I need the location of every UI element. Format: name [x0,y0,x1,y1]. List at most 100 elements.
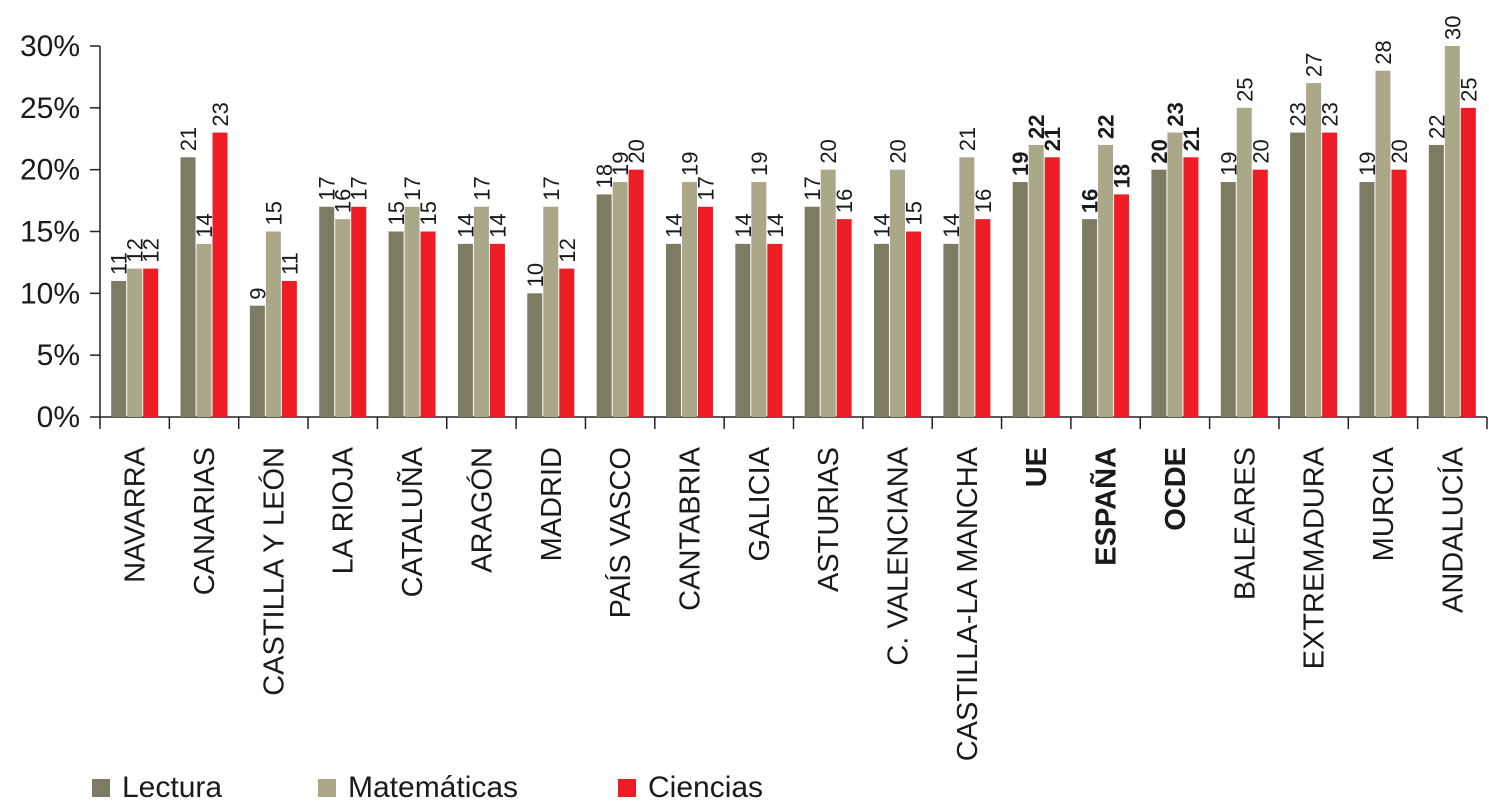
value-label: 14 [763,213,788,237]
bar-ciencias-12 [975,219,991,417]
y-axis: 0% 5% 10% 15% 20% 25% 30% [20,30,101,434]
y-tick-label: 25% [20,92,80,125]
value-label: 17 [400,176,425,200]
value-label: 27 [1302,53,1327,77]
value-label: 14 [661,213,686,237]
category-label: CANTABRIA [674,446,706,610]
y-tick-label: 5% [37,339,80,372]
value-label: 16 [971,189,996,213]
legend-item-lectura: Lectura [92,768,222,808]
bar-matemáticas-3 [335,219,351,417]
bar-ciencias-9 [767,243,783,417]
value-label: 9 [245,287,270,299]
bar-lectura-4 [388,231,404,417]
value-label: 14 [485,213,510,237]
bar-lectura-18 [1359,182,1375,417]
value-label: 22 [1094,114,1119,138]
value-label: 15 [902,201,927,225]
bar-matemáticas-12 [959,157,975,418]
legend-swatch-ciencias [618,779,636,797]
y-tick-label: 15% [20,216,80,249]
y-tick-label: 20% [20,154,80,187]
bar-matemáticas-6 [543,206,559,417]
bar-ciencias-10 [836,219,852,417]
value-label: 17 [315,176,340,200]
legend-label-matematicas: Matemáticas [348,771,519,804]
value-label: 15 [261,201,286,225]
value-label: 16 [832,189,857,213]
bar-lectura-11 [874,243,890,417]
bar-ciencias-0 [143,268,159,417]
bar-matemáticas-16 [1236,107,1252,417]
category-label: GALICIA [744,446,776,561]
legend-swatch-matematicas [318,779,336,797]
bar-matemáticas-8 [681,182,697,417]
category-labels: NAVARRA CANARIAS CASTILLA Y LEÓN LA RIOJA CA… [120,446,1470,761]
bar-ciencias-18 [1391,169,1407,417]
bar-matemáticas-15 [1167,132,1183,418]
legend-item-ciencias: Ciencias [618,768,763,808]
value-label: 30 [1440,16,1465,40]
bar-ciencias-16 [1252,169,1268,417]
value-label: 21 [1179,127,1204,151]
value-label: 17 [800,176,825,200]
bar-ciencias-4 [420,231,436,417]
value-label: 20 [886,139,911,163]
value-label: 17 [347,176,372,200]
value-label: 15 [416,201,441,225]
legend-item-matematicas: Matemáticas [318,768,518,808]
bars [111,46,1476,418]
bar-lectura-2 [249,305,265,417]
value-label: 18 [1110,164,1135,188]
category-label: EXTREMADURA [1299,446,1331,669]
legend-swatch-lectura [92,779,110,797]
bar-ciencias-11 [906,231,922,417]
bar-ciencias-15 [1183,157,1199,418]
value-label: 12 [139,238,164,262]
value-label: 12 [123,238,148,262]
category-label: MURCIA [1368,446,1400,561]
value-label: 21 [1040,127,1065,151]
value-label: 25 [1456,77,1481,101]
bar-matemáticas-1 [196,243,212,417]
bar-ciencias-7 [628,169,644,417]
value-label: 20 [816,139,841,163]
value-label: 20 [1248,139,1273,163]
bar-lectura-8 [665,243,681,417]
value-label: 22 [1424,114,1449,138]
bar-lectura-12 [943,243,959,417]
bar-matemáticas-17 [1306,83,1322,417]
value-label: 20 [1147,139,1172,163]
value-label: 19 [677,152,702,176]
bar-lectura-19 [1428,144,1444,417]
bar-ciencias-3 [351,206,367,417]
bar-lectura-9 [735,243,751,417]
value-label: 17 [693,176,718,200]
category-label: ANDALUCÍA [1436,446,1469,613]
value-label: 21 [955,127,980,151]
value-label: 19 [747,152,772,176]
bar-lectura-16 [1220,182,1236,417]
bar-matemáticas-9 [751,182,767,417]
category-label: CASTILLA-LA MANCHA [952,446,984,761]
value-label: 20 [1387,139,1412,163]
value-label: 14 [453,213,478,237]
value-label: 17 [539,176,564,200]
legend-label-lectura: Lectura [122,771,223,804]
legend-label-ciencias: Ciencias [648,771,764,804]
value-label: 19 [1216,152,1241,176]
value-label: 25 [1232,77,1257,101]
value-label: 14 [192,213,217,237]
bar-lectura-15 [1151,169,1167,417]
bar-lectura-3 [319,206,335,417]
y-tick-label: 30% [20,30,80,63]
bar-matemáticas-13 [1028,144,1044,417]
bar-lectura-5 [457,243,473,417]
category-label: CANARIAS [189,447,221,595]
value-label: 20 [624,139,649,163]
value-label: 28 [1371,40,1396,64]
value-label: 23 [1318,102,1343,126]
bar-matemáticas-4 [404,206,420,417]
category-label: NAVARRA [120,446,152,583]
value-label: 19 [1355,152,1380,176]
